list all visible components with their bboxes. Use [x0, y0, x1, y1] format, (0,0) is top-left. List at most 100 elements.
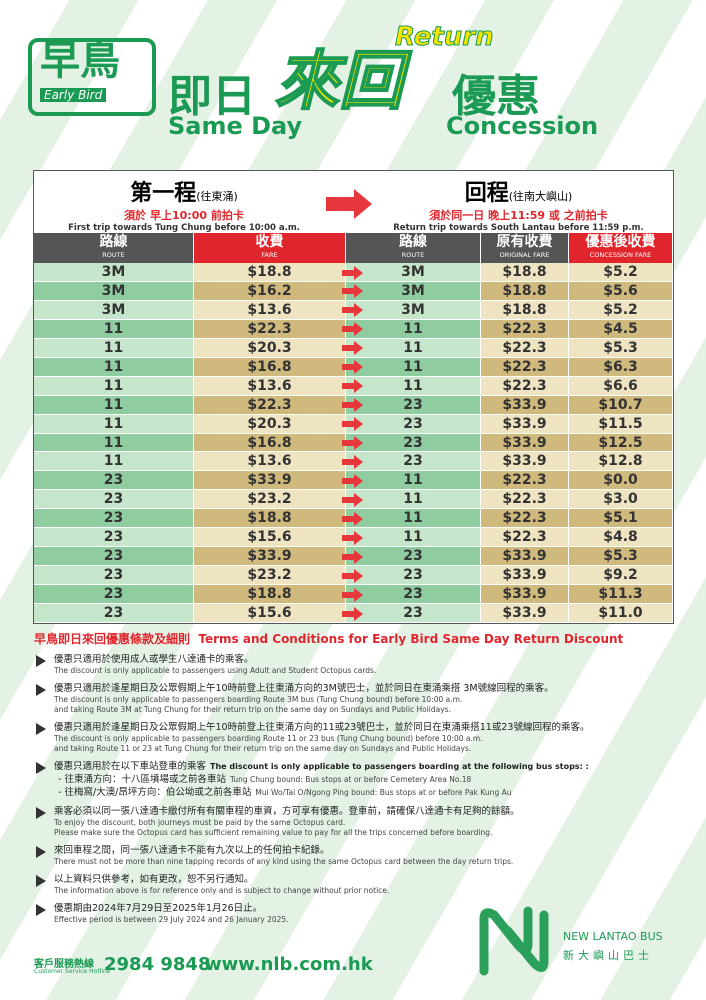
- term-item: 優惠期由2024年7月29日至2025年1月26日止。 Effective per…: [34, 902, 674, 925]
- table-cell: $33.9: [481, 433, 569, 453]
- term-zh: 優惠只適用於使用成人或學生八達通卡的乘客。: [54, 654, 254, 665]
- term-en: The discount is only applicable to passe…: [54, 734, 483, 743]
- term-zh: 優惠只適用於逢星期日及公眾假期上午10時前登上往東涌方向的11或23號巴士，並於…: [54, 722, 590, 733]
- first-direction: (往東涌): [196, 190, 238, 203]
- row-arrow: [342, 284, 363, 299]
- table-cell: $22.3: [481, 490, 569, 510]
- table-cell: 11: [346, 338, 481, 358]
- row-arrow: [342, 398, 363, 413]
- table-cell: $3.0: [569, 490, 673, 510]
- term-zh: 來回車程之間，同一張八達通卡不能有九次以上的任何拍卡紀錄。: [54, 845, 330, 856]
- table-cell: $22.3: [481, 338, 569, 358]
- return-en: Return: [395, 22, 495, 53]
- term-en: To enjoy the discount, both journeys mus…: [54, 818, 346, 827]
- table-cell: 23: [34, 566, 194, 586]
- table-cell: 23: [346, 566, 481, 586]
- row-arrow: [342, 568, 363, 583]
- term-zh: 乘客必須以同一張八達通卡繳付所有有關車程的車資，方可享有優惠。登車前，請確保八達…: [54, 806, 520, 817]
- table-cell: $6.6: [569, 376, 673, 396]
- row-arrow: [342, 360, 363, 375]
- table-cell: 23: [34, 509, 194, 529]
- table-cell: 3M: [346, 300, 481, 320]
- hotline-en: Customer Service Hotline: [34, 968, 111, 975]
- first-rule: 須於 早上10:00 前拍卡: [124, 209, 244, 222]
- logo-en: Early Bird: [40, 88, 107, 102]
- company-en: NEW LANTAO BUS: [563, 930, 663, 943]
- table-cell: 11: [346, 471, 481, 491]
- term-en: The discount is only applicable to passe…: [54, 695, 463, 704]
- table-cell: $33.9: [481, 604, 569, 623]
- return-direction: (往南大嶼山): [508, 190, 573, 203]
- row-arrow: [342, 473, 363, 488]
- table-cell: 11: [34, 414, 194, 434]
- term-item: 乘客必須以同一張八達通卡繳付所有有關車程的車資，方可享有優惠。登車前，請確保八達…: [34, 805, 674, 838]
- column-en: FARE: [261, 251, 278, 259]
- table-cell: $16.8: [194, 433, 346, 453]
- table-cell: $33.9: [194, 471, 346, 491]
- table-cell: 23: [346, 395, 481, 415]
- table-cell: $5.3: [569, 338, 673, 358]
- table-cell: $18.8: [194, 585, 346, 605]
- table-cell: $5.2: [569, 300, 673, 320]
- table-cell: $33.9: [481, 395, 569, 415]
- return-zh: 來回: [274, 44, 404, 120]
- stop-zh: - 往東涌方向：十八區墳場或之前各車站: [58, 774, 226, 785]
- term-item: 來回車程之間，同一張八達通卡不能有九次以上的任何拍卡紀錄。 There must …: [34, 844, 674, 867]
- column-header: 優惠後收費 CONCESSION FARE: [569, 233, 673, 263]
- table-cell: $33.9: [194, 547, 346, 567]
- table-cell: $20.3: [194, 338, 346, 358]
- table-cell: 23: [34, 585, 194, 605]
- fare-table: 第一程(往東涌) 須於 早上10:00 前拍卡 First trip towar…: [33, 170, 674, 624]
- row-arrow: [342, 492, 363, 507]
- table-cell: $6.3: [569, 357, 673, 377]
- column-header: 路線 ROUTE: [34, 233, 194, 263]
- first-header: 第一程(往東涌) 須於 早上10:00 前拍卡 First trip towar…: [34, 175, 334, 233]
- row-arrow: [342, 322, 363, 337]
- term-en: There must not be more than nine tapping…: [54, 857, 514, 866]
- table-cell: $13.6: [194, 376, 346, 396]
- row-arrow: [342, 530, 363, 545]
- table-cell: 11: [346, 319, 481, 339]
- table-cell: $16.8: [194, 357, 346, 377]
- table-cell: $18.8: [481, 281, 569, 301]
- table-cell: 11: [346, 376, 481, 396]
- table-cell: 3M: [34, 263, 194, 282]
- term-en: The discount is only applicable to passe…: [210, 762, 589, 771]
- table-cell: $33.9: [481, 452, 569, 472]
- column-header: 路線 ROUTE: [346, 233, 481, 263]
- column-header: 原有收費 ORIGINAL FARE: [481, 233, 569, 263]
- table-cell: $22.3: [194, 395, 346, 415]
- table-cell: 11: [34, 433, 194, 453]
- column-zh: 路線: [99, 234, 128, 250]
- term-item: 優惠只適用於使用成人或學生八達通卡的乘客。 The discount is onl…: [34, 653, 674, 676]
- table-cell: $5.3: [569, 547, 673, 567]
- table-cell: 23: [346, 547, 481, 567]
- table-cell: $13.6: [194, 452, 346, 472]
- row-arrow: [342, 454, 363, 469]
- column-zh: 收費: [255, 234, 284, 250]
- return-en: Return trip towards South Lantau before …: [393, 223, 644, 233]
- table-cell: 23: [34, 471, 194, 491]
- row-arrow: [342, 549, 363, 564]
- stop-line: - 往東涌方向：十八區墳場或之前各車站 Tung Chung bound: Bus…: [54, 773, 674, 786]
- term-en: Please make sure the Octopus card has su…: [54, 828, 493, 837]
- table-cell: $10.7: [569, 395, 673, 415]
- table-cell: $18.8: [481, 263, 569, 282]
- table-cell: 11: [346, 509, 481, 529]
- row-arrow: [342, 303, 363, 318]
- table-cell: 11: [34, 395, 194, 415]
- table-cell: $23.2: [194, 566, 346, 586]
- row-arrow: [342, 511, 363, 526]
- table-cell: 11: [34, 357, 194, 377]
- column-zh: 路線: [399, 234, 427, 250]
- stop-line: - 往梅窩/大澳/昂坪方向：伯公坳或之前各車站 Mui Wo/Tai O/Ngon…: [54, 786, 674, 799]
- table-cell: $22.3: [481, 376, 569, 396]
- table-cell: $4.8: [569, 528, 673, 548]
- nlb-logo: [479, 906, 549, 976]
- term-zh: 以上資料只供參考，如有更改，恕不另行通知。: [54, 874, 254, 885]
- column-header: 收費 FARE: [194, 233, 346, 263]
- table-cell: $13.6: [194, 300, 346, 320]
- table-cell: 11: [34, 319, 194, 339]
- table-cell: 11: [34, 338, 194, 358]
- row-arrow: [342, 436, 363, 451]
